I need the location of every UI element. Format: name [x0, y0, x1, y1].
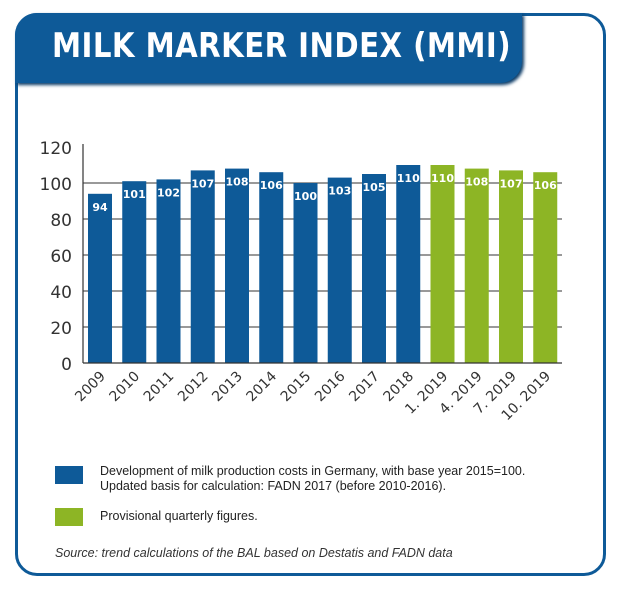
data-label: 100	[294, 190, 317, 203]
x-tick-label: 2014	[244, 368, 281, 405]
header-banner	[15, 13, 522, 83]
bar	[464, 168, 489, 363]
bar	[156, 179, 181, 363]
data-label: 103	[328, 185, 351, 198]
data-label: 107	[191, 177, 214, 190]
legend-line-2: Updated basis for calculation: FADN 2017…	[100, 479, 447, 493]
data-label: 108	[465, 176, 488, 189]
legend-swatch-provisional	[55, 508, 83, 526]
bar	[225, 168, 249, 363]
x-tick-label: 2010	[107, 369, 144, 406]
y-tick-label: 0	[61, 355, 72, 375]
y-tick-label: 60	[50, 247, 72, 267]
bar	[430, 165, 455, 363]
data-label: 106	[534, 179, 557, 192]
bar	[362, 174, 386, 363]
x-tick-label: 2017	[346, 369, 383, 406]
data-label: 110	[431, 172, 454, 185]
y-tick-label: 120	[40, 139, 72, 159]
legend-label-costs: Development of milk production costs in …	[100, 464, 525, 494]
bar	[122, 181, 147, 363]
data-label: 110	[397, 172, 420, 185]
y-tick-label: 20	[50, 319, 72, 339]
data-label: 107	[500, 177, 523, 190]
bar	[259, 172, 284, 363]
y-tick-label: 40	[50, 283, 72, 303]
x-tick-label: 2012	[175, 369, 212, 406]
legend-label-provisional: Provisional quarterly figures.	[100, 509, 258, 523]
x-tick-label: 2009	[72, 369, 109, 406]
bar-chart: 0 20 40 60 80 100 120 94 2009 101 2010 102 2011 107 20…	[40, 139, 562, 424]
bar	[533, 172, 558, 363]
chart-title: MILK MARKER INDEX (MMI)	[52, 26, 512, 66]
bar	[190, 170, 215, 363]
bar	[396, 165, 421, 363]
y-tick-label: 80	[50, 211, 72, 231]
bar	[327, 177, 352, 363]
x-tick-label: 2013	[209, 369, 246, 406]
x-tick-label: 2016	[312, 368, 349, 405]
data-label: 102	[157, 186, 180, 199]
data-label: 108	[226, 176, 249, 189]
data-label: 94	[92, 201, 108, 214]
legend-line-1: Development of milk production costs in …	[100, 464, 526, 478]
x-tick-label: 2011	[141, 369, 178, 406]
data-label: 106	[260, 179, 283, 192]
data-label: 105	[363, 181, 386, 194]
legend-swatch-costs	[55, 466, 83, 484]
data-label: 101	[123, 188, 146, 201]
source-note: Source: trend calculations of the BAL ba…	[55, 546, 453, 560]
y-tick-label: 100	[40, 175, 72, 195]
bar	[88, 193, 112, 363]
x-tick-label: 2015	[278, 369, 315, 406]
bar	[499, 170, 523, 363]
bar	[293, 183, 318, 363]
